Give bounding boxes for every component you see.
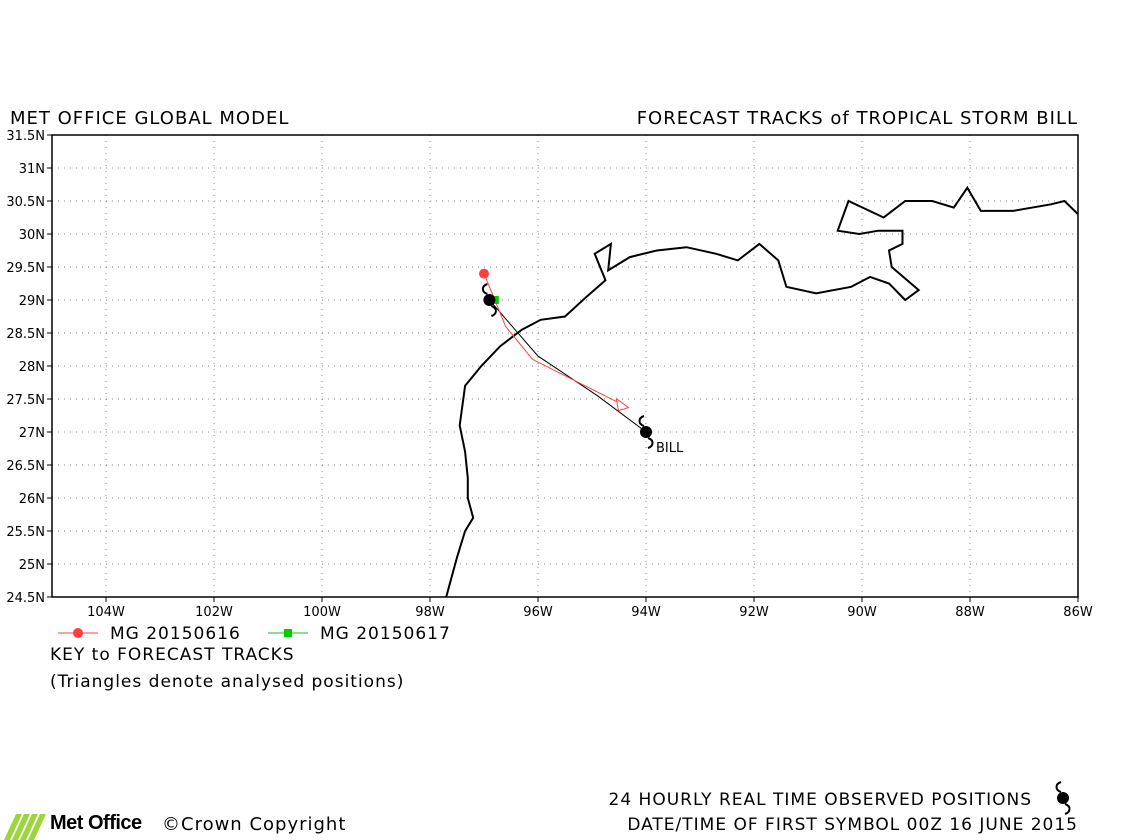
x-tick-label-98w: 98W <box>415 605 445 620</box>
storm-arm-top <box>1055 781 1062 793</box>
legend-item-mg-20150616: MG 20150616 <box>110 624 241 644</box>
y-tick-label-25-5n: 25.5N <box>6 525 45 540</box>
y-tick-label-27n: 27N <box>19 426 45 441</box>
y-tick-label-26-5n: 26.5N <box>6 459 45 474</box>
coastline <box>445 185 1078 597</box>
x-tick-label-96w: 96W <box>523 605 553 620</box>
tracks: BILL <box>479 268 684 456</box>
x-tick-label-102w: 102W <box>195 605 233 620</box>
legend-key-title: KEY to FORECAST TRACKS <box>50 645 295 665</box>
storm-eye <box>483 294 496 306</box>
crown-copyright: ©Crown Copyright <box>162 814 347 835</box>
y-tick-label-25n: 25N <box>19 558 45 573</box>
storm-name-label: BILL <box>656 441 684 456</box>
y-tick-label-29n: 29N <box>19 294 45 309</box>
storm-arm-top <box>481 283 488 295</box>
legend-markers <box>58 628 308 638</box>
y-tick-label-27-5n: 27.5N <box>6 393 45 408</box>
y-tick-label-30-5n: 30.5N <box>6 195 45 210</box>
legend-note: (Triangles denote analysed positions) <box>50 672 405 692</box>
axes: 104W 102W 100W 98W 96W 94W 92W 90W 88W 86W 24.5N 25… <box>6 129 1093 620</box>
y-tick-label-24-5n: 24.5N <box>6 591 45 606</box>
legend-marker-0 <box>73 628 83 638</box>
met-office-logo-icon <box>4 814 46 840</box>
hurricane-symbol-icon-0 <box>481 283 497 317</box>
y-tick-label-28n: 28N <box>19 360 45 375</box>
met-office-logo-text: Met Office <box>50 812 142 834</box>
analysed-position-triangle-mg-20150616 <box>615 397 630 412</box>
observed-positions-caption: 24 HOURLY REAL TIME OBSERVED POSITIONS <box>608 790 1032 810</box>
y-tick-label-29-5n: 29.5N <box>6 261 45 276</box>
grid <box>52 134 1079 598</box>
track-line-mg-20150616 <box>483 273 625 407</box>
right-title: FORECAST TRACKS of TROPICAL STORM BILL <box>636 108 1078 129</box>
plot-frame <box>51 134 1079 598</box>
track-start-mg-20150616 <box>479 268 489 279</box>
storm-arm-bottom <box>490 305 497 317</box>
y-tick-label-30n: 30N <box>19 228 45 243</box>
coastline-path <box>445 185 1078 597</box>
footer-hurricane-icon <box>1055 781 1071 815</box>
x-tick-label-90w: 90W <box>847 605 877 620</box>
observed-track-line <box>489 299 647 433</box>
y-tick-label-31-5n: 31.5N <box>6 129 45 144</box>
legend-marker-1 <box>284 629 292 637</box>
storm-arm-bottom <box>1064 803 1071 815</box>
x-tick-label-92w: 92W <box>739 605 769 620</box>
storm-eye <box>1057 792 1069 804</box>
x-tick-label-86w: 86W <box>1063 605 1093 620</box>
legend-item-mg-20150617: MG 20150617 <box>320 624 451 644</box>
x-tick-label-104w: 104W <box>87 605 125 620</box>
x-tick-label-88w: 88W <box>955 605 985 620</box>
left-title: MET OFFICE GLOBAL MODEL <box>10 108 290 129</box>
storm-arm-top <box>638 415 645 427</box>
hurricane-symbol-icon-1 <box>638 415 654 449</box>
y-tick-label-31n: 31N <box>19 162 45 177</box>
x-tick-label-100w: 100W <box>303 605 341 620</box>
x-tick-label-94w: 94W <box>631 605 661 620</box>
storm-eye <box>640 426 652 438</box>
first-symbol-datetime: DATE/TIME OF FIRST SYMBOL 00Z 16 JUNE 20… <box>627 815 1078 835</box>
y-tick-label-26n: 26N <box>19 492 45 507</box>
y-tick-label-28-5n: 28.5N <box>6 327 45 342</box>
storm-arm-bottom <box>647 437 654 449</box>
observed-storm-icon <box>1055 781 1071 815</box>
